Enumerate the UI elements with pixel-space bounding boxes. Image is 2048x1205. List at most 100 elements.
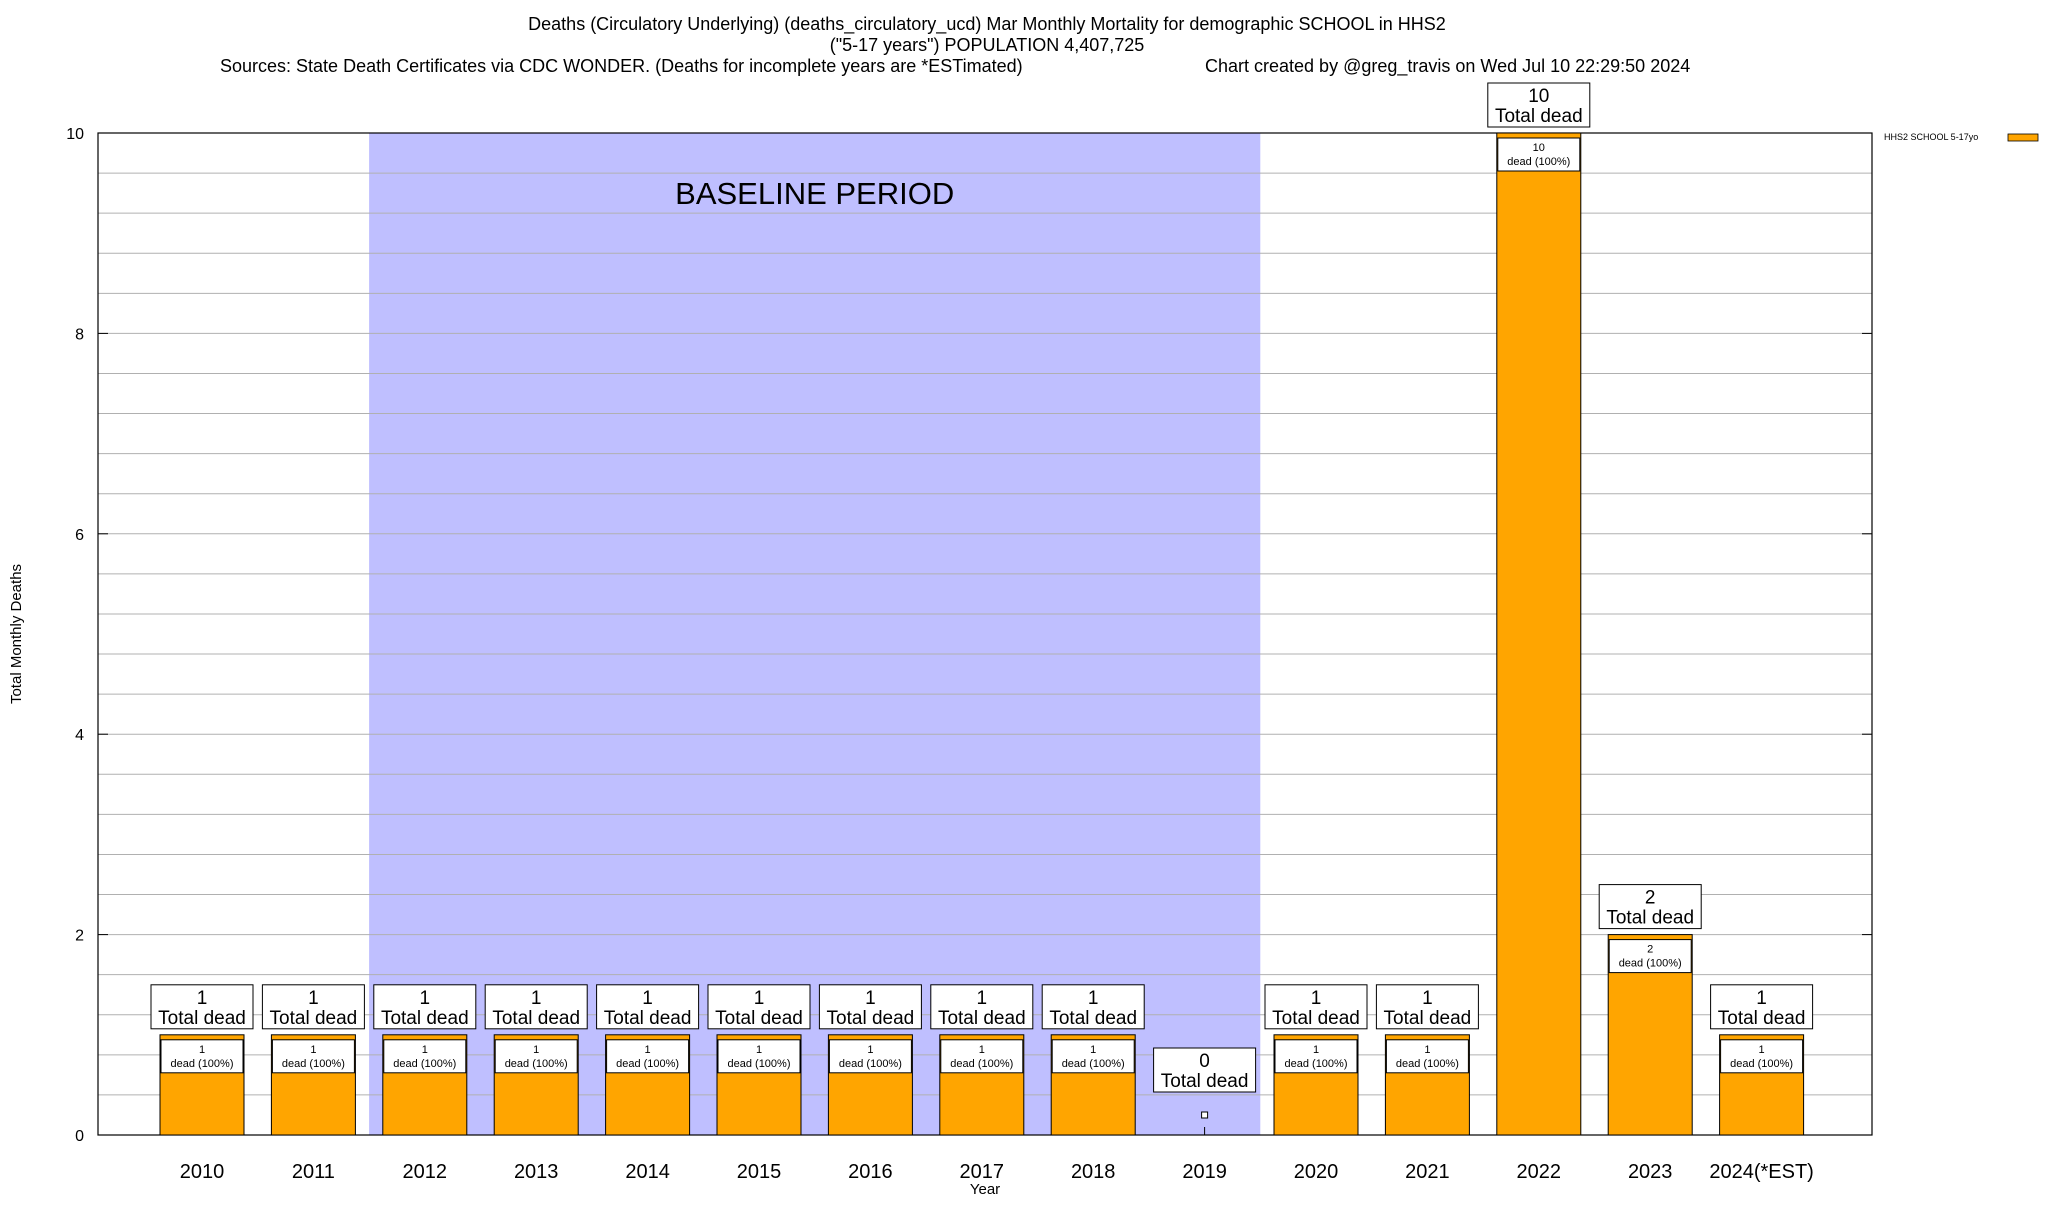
bar-total-value: 1 bbox=[1756, 988, 1767, 1009]
x-tick-label: 2016 bbox=[848, 1161, 893, 1183]
bar-total-value: 1 bbox=[1311, 988, 1322, 1009]
bar-total-label: Total dead bbox=[604, 1008, 692, 1029]
bar-total-value: 1 bbox=[1422, 988, 1433, 1009]
bar-inner-label: dead (100%) bbox=[950, 1058, 1013, 1070]
bar-inner-label: dead (100%) bbox=[282, 1058, 345, 1070]
bar-total-label-box bbox=[596, 984, 700, 1030]
bar-total-label: Total dead bbox=[1718, 1008, 1806, 1029]
bar-inner-value: 1 bbox=[422, 1044, 428, 1056]
baseline-period-shading bbox=[369, 133, 1261, 1135]
x-tick-label: 2024(*EST) bbox=[1709, 1161, 1814, 1183]
x-tick-label: 2011 bbox=[292, 1161, 335, 1183]
bar-inner-label: dead (100%) bbox=[728, 1058, 791, 1070]
bar-total-label-box bbox=[818, 984, 922, 1030]
bar-total-label-box bbox=[484, 984, 588, 1030]
bar-total-value: 1 bbox=[754, 988, 765, 1009]
bar-inner-value: 1 bbox=[533, 1044, 539, 1056]
y-tick-label: 10 bbox=[66, 126, 84, 143]
bar-total-label-box bbox=[1264, 984, 1368, 1030]
bar-total-value: 1 bbox=[977, 988, 988, 1009]
bar-inner-value: 1 bbox=[756, 1044, 762, 1056]
x-tick-label: 2018 bbox=[1071, 1161, 1116, 1183]
bar-inner-label-box bbox=[494, 1039, 578, 1074]
bar-inner-label-box bbox=[606, 1039, 690, 1074]
bar-total-label: Total dead bbox=[492, 1008, 580, 1029]
bar-inner-label: dead (100%) bbox=[1507, 156, 1570, 168]
x-tick-label: 2023 bbox=[1628, 1161, 1673, 1183]
chart-title-line-2: ("5-17 years") POPULATION 4,407,725 bbox=[830, 35, 1145, 55]
bar-inner-value: 1 bbox=[199, 1044, 205, 1056]
bar-inner-label-box bbox=[383, 1039, 467, 1074]
legend-label: HHS2 SCHOOL 5-17yo bbox=[1884, 132, 1978, 142]
bar-inner-label-box bbox=[717, 1039, 801, 1074]
bar-inner-value: 10 bbox=[1533, 142, 1545, 154]
bar-total-label-box bbox=[261, 984, 365, 1030]
bar-inner-label-box bbox=[1051, 1039, 1135, 1074]
y-tick-label: 6 bbox=[75, 527, 84, 544]
bar-inner-value: 1 bbox=[645, 1044, 651, 1056]
bar-inner-label: dead (100%) bbox=[505, 1058, 568, 1070]
bar-inner-label-box bbox=[1720, 1039, 1804, 1074]
bar-inner-label: dead (100%) bbox=[393, 1058, 456, 1070]
bar-inner-label: dead (100%) bbox=[839, 1058, 902, 1070]
bar-total-value: 1 bbox=[308, 988, 319, 1009]
bar-total-value: 1 bbox=[1088, 988, 1099, 1009]
bar-total-value: 10 bbox=[1528, 86, 1549, 107]
y-axis-label: Total Monthly Deaths bbox=[8, 564, 25, 704]
x-tick-label: 2021 bbox=[1405, 1161, 1450, 1183]
legend-swatch bbox=[2007, 133, 2039, 142]
bar-inner-label-box bbox=[1274, 1039, 1358, 1074]
x-tick-label: 2010 bbox=[180, 1161, 225, 1183]
bar-inner-label: dead (100%) bbox=[1730, 1058, 1793, 1070]
bar-total-value: 1 bbox=[197, 988, 208, 1009]
bar-total-label-box bbox=[150, 984, 254, 1030]
bar-total-label-box bbox=[1710, 984, 1814, 1030]
bar-inner-label: dead (100%) bbox=[171, 1058, 234, 1070]
x-axis-label: Year bbox=[970, 1181, 1000, 1198]
bar-inner-value: 1 bbox=[1759, 1044, 1765, 1056]
chart-title-line-1: Deaths (Circulatory Underlying) (deaths_… bbox=[528, 14, 1446, 35]
bar-inner-label-box bbox=[1385, 1039, 1469, 1074]
bar-total-label-box bbox=[1375, 984, 1479, 1030]
x-tick-label: 2020 bbox=[1294, 1161, 1339, 1183]
bar-inner-label-box bbox=[828, 1039, 912, 1074]
x-tick-label: 2022 bbox=[1517, 1161, 1562, 1183]
bar-total-value: 1 bbox=[420, 988, 431, 1009]
y-tick-label: 2 bbox=[75, 928, 84, 945]
bar-total-label: Total dead bbox=[1161, 1071, 1249, 1092]
bar-total-label-box bbox=[930, 984, 1034, 1030]
bar-inner-label-box bbox=[940, 1039, 1024, 1074]
x-tick-label: 2013 bbox=[514, 1161, 559, 1183]
bar-inner-label-box bbox=[1608, 939, 1692, 974]
bar-inner-value: 2 bbox=[1647, 944, 1653, 956]
bar-total-label: Total dead bbox=[1049, 1008, 1137, 1029]
bar-total-label: Total dead bbox=[1606, 908, 1694, 929]
x-tick-label: 2014 bbox=[625, 1161, 670, 1183]
bar-total-label-box bbox=[1153, 1047, 1257, 1093]
bar-inner-value: 1 bbox=[310, 1044, 316, 1056]
bar-inner-label: dead (100%) bbox=[1619, 958, 1682, 970]
bar-total-label: Total dead bbox=[827, 1008, 915, 1029]
baseline-period-label: BASELINE PERIOD bbox=[675, 176, 954, 211]
x-tick-label: 2015 bbox=[737, 1161, 782, 1183]
bar-inner-value: 1 bbox=[1090, 1044, 1096, 1056]
bar-total-value: 2 bbox=[1645, 888, 1656, 909]
bar-total-label-box bbox=[1487, 82, 1591, 128]
bar-inner-value: 1 bbox=[1313, 1044, 1319, 1056]
bar-total-label: Total dead bbox=[938, 1008, 1026, 1029]
chart-credit: Chart created by @greg_travis on Wed Jul… bbox=[1205, 56, 1690, 77]
y-tick-label: 0 bbox=[75, 1128, 84, 1145]
bar-total-value: 1 bbox=[642, 988, 653, 1009]
bar-inner-label: dead (100%) bbox=[1396, 1058, 1459, 1070]
bar-total-label: Total dead bbox=[1495, 106, 1583, 127]
x-tick-label: 2019 bbox=[1182, 1161, 1227, 1183]
bar-inner-value: 1 bbox=[979, 1044, 985, 1056]
y-tick-label: 8 bbox=[75, 326, 84, 343]
bar-inner-label-box bbox=[271, 1039, 355, 1074]
bar-inner-label: dead (100%) bbox=[1285, 1058, 1348, 1070]
bar-total-label: Total dead bbox=[158, 1008, 246, 1029]
bar bbox=[1496, 132, 1582, 1136]
bar-total-label-box bbox=[373, 984, 477, 1030]
